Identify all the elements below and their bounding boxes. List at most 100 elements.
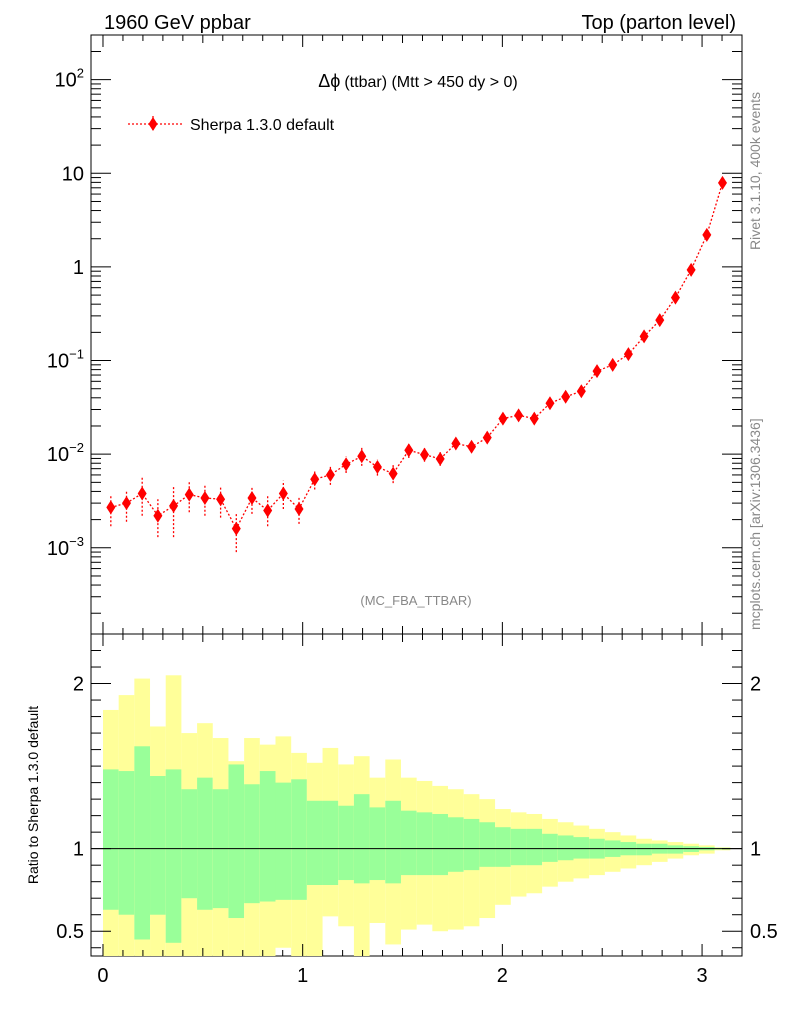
x-tick-label: 1 xyxy=(297,965,308,987)
data-point xyxy=(717,175,727,190)
data-point xyxy=(106,500,116,515)
y-tick-label-base: 10 xyxy=(47,351,69,373)
rivet-label: Rivet 3.1.10, 400k events xyxy=(747,92,763,250)
y-tick-label-base: 10 xyxy=(47,538,69,560)
y-tick-label-base: 1 xyxy=(73,257,84,279)
data-point xyxy=(247,491,257,506)
y-tick-label-base: 10 xyxy=(62,163,84,185)
ratio-inner-band-bin xyxy=(244,784,260,904)
ratio-y-tick-label-left: 1 xyxy=(73,839,84,861)
data-point xyxy=(122,496,132,511)
plot-title-text: (ttbar) (Mtt > 450 dy > 0) xyxy=(344,74,517,91)
ratio-inner-band-bin xyxy=(150,776,166,915)
data-point xyxy=(372,459,382,474)
ratio-inner-band-bin xyxy=(400,810,417,876)
ratio-inner-band-bin xyxy=(165,769,182,943)
y-tick-label-exp: −3 xyxy=(69,534,84,549)
legend-label: Sherpa 1.3.0 default xyxy=(190,117,335,134)
data-point xyxy=(545,396,555,411)
ratio-inner-band-bin xyxy=(118,771,135,915)
plot-title: Δϕ (ttbar) (Mtt > 450 dy > 0) xyxy=(318,71,518,91)
x-tick-label: 3 xyxy=(696,965,707,987)
y-tick-label: 102 xyxy=(55,66,84,92)
data-point xyxy=(702,227,712,242)
y-tick-label: 10−1 xyxy=(47,347,84,373)
data-point xyxy=(325,467,335,482)
legend: Sherpa 1.3.0 default xyxy=(128,116,335,134)
data-point xyxy=(278,486,288,501)
ratio-uncertainty-bands xyxy=(102,675,731,956)
ratio-inner-band-bin xyxy=(526,828,543,866)
legend-marker xyxy=(148,117,158,131)
data-point xyxy=(561,389,571,404)
ratio-inner-band-bin xyxy=(479,822,496,867)
data-point xyxy=(420,447,430,462)
ratio-inner-band-bin xyxy=(495,827,511,867)
ratio-inner-band-bin xyxy=(432,813,449,876)
data-point xyxy=(482,430,492,445)
ratio-inner-band-bin xyxy=(306,800,323,885)
ratio-inner-band-bin xyxy=(573,837,590,859)
data-point xyxy=(670,290,680,305)
data-point xyxy=(137,486,147,501)
analysis-label: (MC_FBA_TTBAR) xyxy=(360,593,471,608)
ratio-inner-band-bin xyxy=(134,746,151,940)
header-left: 1960 GeV ppbar xyxy=(104,12,251,34)
ratio-inner-band-bin xyxy=(510,828,527,866)
data-point xyxy=(216,492,226,507)
data-point xyxy=(529,411,539,426)
mcplots-label: mcplots.cern.ch [arXiv:1306.3436] xyxy=(747,418,763,630)
sherpa-series xyxy=(106,175,727,553)
ratio-y-tick-label-left: 0.5 xyxy=(56,921,84,943)
ratio-y-tick-label-right: 2 xyxy=(750,674,761,696)
data-point xyxy=(310,472,320,487)
data-point xyxy=(231,521,241,536)
y-tick-label: 1 xyxy=(73,257,84,279)
ratio-inner-band-bin xyxy=(102,769,119,910)
data-point xyxy=(341,457,351,472)
ratio-inner-band-bin xyxy=(275,782,292,900)
ratio-inner-band-bin xyxy=(448,817,464,872)
ratio-y-tick-label-right: 0.5 xyxy=(750,921,778,943)
data-point xyxy=(184,487,194,502)
data-point xyxy=(435,451,445,466)
ratio-inner-band-bin xyxy=(667,845,684,854)
header-right: Top (parton level) xyxy=(581,12,736,34)
data-point xyxy=(388,466,398,481)
ratio-inner-band-bin xyxy=(369,807,386,881)
y-tick-label-exp: −1 xyxy=(69,347,84,362)
y-tick-label: 10−3 xyxy=(47,534,84,560)
ratio-inner-band-bin xyxy=(557,835,574,861)
ratio-y-tick-label-right: 1 xyxy=(750,839,761,861)
ratio-inner-band-bin xyxy=(338,805,354,881)
data-point xyxy=(404,443,414,458)
data-point xyxy=(467,439,477,454)
ratio-inner-band-bin xyxy=(197,777,213,910)
y-tick-label-base: 10 xyxy=(47,444,69,466)
ratio-inner-band-bin xyxy=(291,779,307,900)
data-point xyxy=(153,508,163,523)
ratio-inner-band-bin xyxy=(322,800,339,885)
data-point xyxy=(639,329,649,344)
plot-title-symbol: Δϕ xyxy=(318,71,340,91)
data-point xyxy=(623,347,633,362)
ratio-y-tick-label-left: 2 xyxy=(73,674,84,696)
ratio-inner-band-bin xyxy=(416,812,433,876)
ratio-inner-band-bin xyxy=(181,789,198,899)
y-tick-label: 10 xyxy=(62,163,84,185)
ratio-inner-band-bin xyxy=(463,818,480,871)
y-tick-label-base: 10 xyxy=(55,70,77,92)
data-point xyxy=(357,449,367,464)
ratio-plot-frame xyxy=(90,633,743,957)
data-point xyxy=(608,357,618,372)
axis-ticks xyxy=(91,34,743,956)
ratio-inner-band-bin xyxy=(636,843,652,856)
data-point xyxy=(294,501,304,516)
data-point xyxy=(498,411,508,426)
data-point xyxy=(451,436,461,451)
y-tick-label: 10−2 xyxy=(47,440,84,466)
x-tick-label: 0 xyxy=(97,965,108,987)
x-tick-label: 2 xyxy=(497,965,508,987)
data-point xyxy=(169,498,179,513)
